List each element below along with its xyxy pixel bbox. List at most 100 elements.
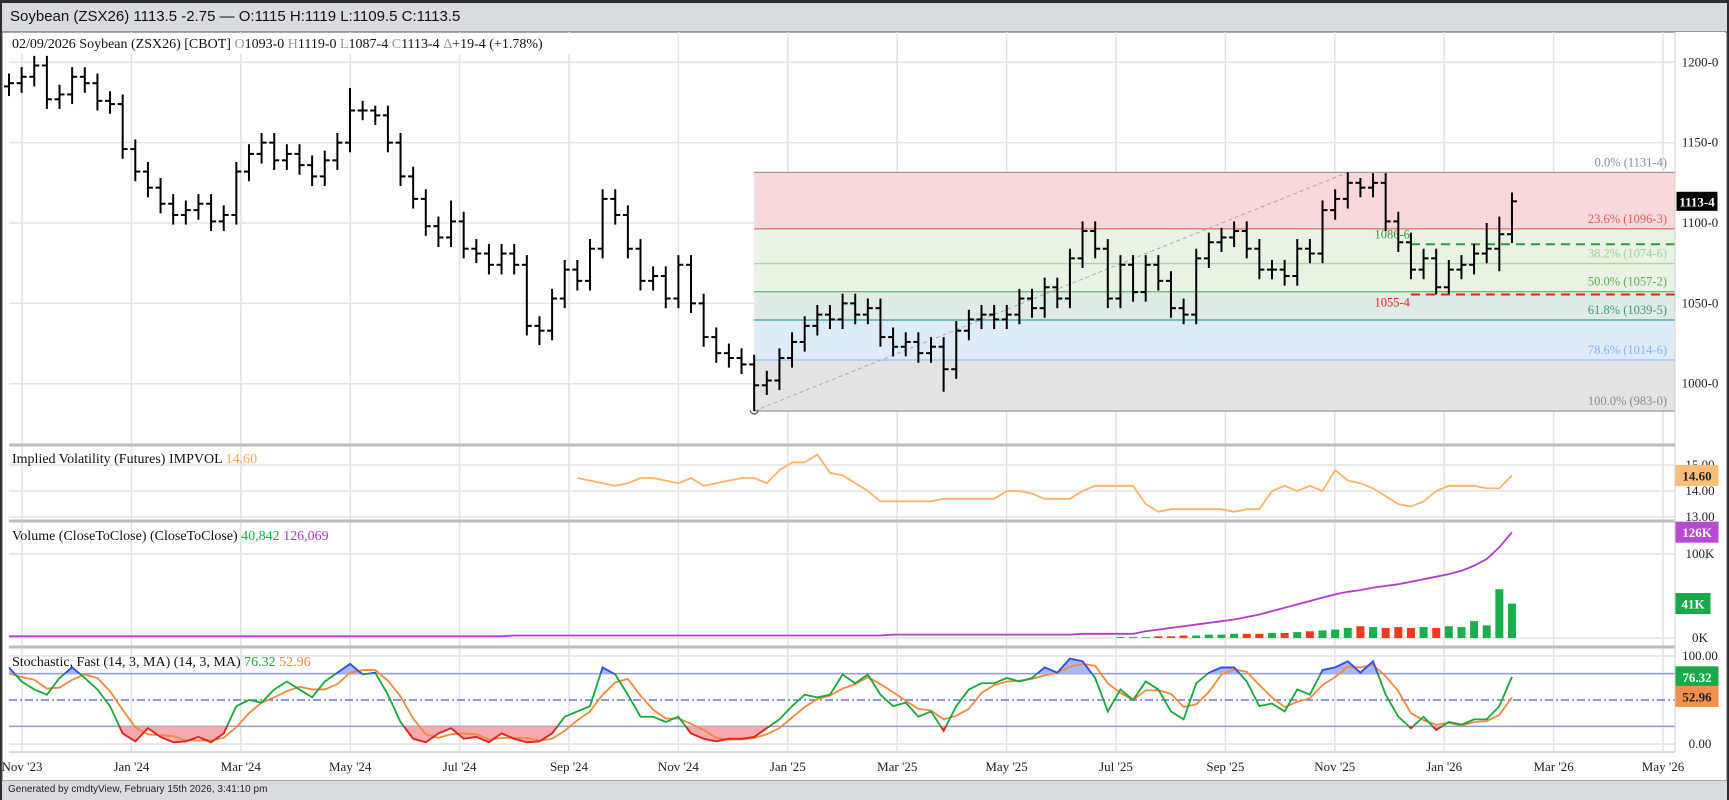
fib-level-label: 50.0% (1057-2) xyxy=(1588,275,1667,289)
panel-resize-handle[interactable] xyxy=(9,645,1675,649)
axis-tick-label: 100.00 xyxy=(1682,648,1718,663)
price-bar xyxy=(117,94,128,159)
fib-level-label: 61.8% (1039-5) xyxy=(1588,303,1667,317)
axis-tick-label: 13.00 xyxy=(1685,509,1714,524)
volume-bar xyxy=(1457,627,1466,638)
footer-bar: Generated by cmdtyView, February 15th 20… xyxy=(2,781,1727,800)
price-bars xyxy=(4,55,1517,412)
volume-bar xyxy=(1318,630,1327,638)
axis-tick-label: 14.00 xyxy=(1685,483,1714,498)
volume-legend: Volume (CloseToClose) (CloseToClose) 40,… xyxy=(12,529,329,544)
price-legend: 02/09/2026 Soybean (ZSX26) [CBOT] O1093-… xyxy=(12,37,543,52)
price-bar xyxy=(888,327,899,357)
price-bar xyxy=(521,255,532,336)
price-bar xyxy=(963,309,974,341)
high-value: 1119-0 xyxy=(298,37,337,52)
price-bar xyxy=(1153,255,1164,291)
fib-level-label: 23.6% (1096-3) xyxy=(1588,212,1667,226)
panel-resize-handle[interactable] xyxy=(9,519,1675,523)
open-interest-legend-value: 126,069 xyxy=(283,529,329,544)
volume-legend-value: 40,842 xyxy=(241,529,280,544)
price-bar xyxy=(130,139,141,182)
x-axis-label: Mar '25 xyxy=(877,759,917,774)
price-bar xyxy=(686,255,697,313)
price-bar xyxy=(1494,216,1505,272)
current-price-badge-background xyxy=(1675,190,1719,212)
right-axis: 1200-01150-01100-01050-01000-015.0014.00… xyxy=(1675,54,1719,751)
fib-level-label: 78.6% (1014-6) xyxy=(1588,343,1667,357)
price-bar xyxy=(319,150,330,187)
price-bar xyxy=(1342,172,1353,209)
price-bar xyxy=(698,293,709,347)
price-bar xyxy=(976,304,987,330)
price-bar xyxy=(1140,255,1151,302)
x-axis-label: Mar '24 xyxy=(221,759,262,774)
axis-tick-label: 1100-0 xyxy=(1682,215,1718,230)
axis-tick-label: 1150-0 xyxy=(1682,135,1718,150)
price-bar xyxy=(938,337,949,392)
price-bar xyxy=(900,332,911,357)
price-bar xyxy=(496,243,507,275)
iv-legend-value: 14.60 xyxy=(226,452,258,467)
price-bar xyxy=(1039,277,1050,318)
price-bar xyxy=(155,178,166,214)
price-bar xyxy=(4,73,14,97)
price-bar xyxy=(231,161,242,225)
price-bar xyxy=(913,332,924,363)
panel-resize-handle[interactable] xyxy=(9,443,1675,447)
window-title: Soybean (ZSX26) 1113.5 -2.75 — O:1115 H:… xyxy=(10,8,461,25)
stoch-d-legend-value: 52.96 xyxy=(279,655,311,670)
x-axis-label: May '26 xyxy=(1642,759,1685,774)
x-axis-label: Sep '24 xyxy=(550,759,589,774)
price-bar xyxy=(1506,192,1517,244)
x-axis: Nov '23 Jan '24 Mar '24 May '24 Jul '24 Sep '… xyxy=(2,759,1685,774)
price-legend-background xyxy=(10,34,585,54)
price-bar xyxy=(483,243,494,275)
price-bar xyxy=(142,161,153,198)
price-bar xyxy=(597,189,608,259)
price-bar xyxy=(180,200,191,225)
current-price-badge: 1113-4 xyxy=(1679,194,1715,209)
open-interest-badge-background xyxy=(1675,521,1719,543)
price-bar xyxy=(458,211,469,259)
price-bar xyxy=(1027,288,1038,318)
x-axis-label: Jul '25 xyxy=(1099,759,1133,774)
price-bar xyxy=(1304,239,1315,264)
fib-level-label: 0.0% (1131-4) xyxy=(1595,155,1667,169)
price-bar xyxy=(357,100,368,121)
axis-tick-label: 0K xyxy=(1692,630,1709,645)
x-axis-label: Sep '25 xyxy=(1206,759,1244,774)
price-bar xyxy=(673,255,684,309)
fib-level-label: 38.2% (1074-6) xyxy=(1588,247,1667,261)
price-bar xyxy=(584,239,595,291)
price-bar xyxy=(243,144,254,182)
price-bar xyxy=(812,304,823,336)
price-bar xyxy=(761,370,772,395)
volume-bar xyxy=(1242,633,1251,638)
price-bar xyxy=(1165,271,1176,318)
panel-separators[interactable] xyxy=(9,32,1676,753)
fib-band xyxy=(754,359,1675,412)
price-bar xyxy=(951,321,962,379)
volume-bar xyxy=(1507,603,1516,638)
price-bar xyxy=(29,55,40,87)
price-bar xyxy=(1241,221,1252,259)
price-bar xyxy=(509,243,520,275)
axis-tick-label: 100K xyxy=(1686,546,1716,561)
price-bar xyxy=(1330,189,1341,220)
fibonacci-retracement[interactable]: 0.0% (1131-4) 23.6% (1096-3) 38.2% (1074-6… xyxy=(749,155,1675,415)
stoch-k-oversold-segment xyxy=(118,726,1444,744)
price-bar xyxy=(420,189,431,236)
fib-anchor-marker xyxy=(749,409,759,415)
price-bar xyxy=(294,144,305,175)
price-bar xyxy=(1405,232,1416,280)
window-title-bar: Soybean (ZSX26) 1113.5 -2.75 — O:1115 H:… xyxy=(2,3,1727,32)
price-bar xyxy=(824,304,835,330)
x-axis-label: Nov '23 xyxy=(2,759,43,774)
price-bar xyxy=(1267,259,1277,280)
price-bar xyxy=(610,189,621,225)
price-bar xyxy=(193,194,204,220)
fib-band xyxy=(754,228,1675,264)
stochastic-legend: Stochastic, Fast (14, 3, MA) (14, 3, MA)… xyxy=(12,655,311,670)
